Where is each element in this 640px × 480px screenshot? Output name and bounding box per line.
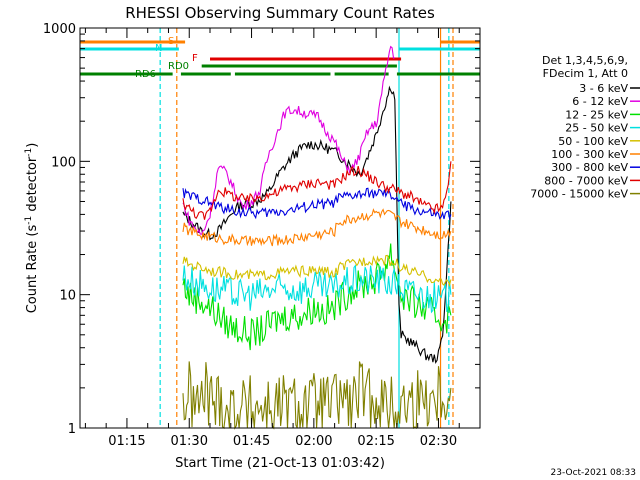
series-line-6 xyxy=(182,187,452,221)
legend-label: 300 - 800 keV xyxy=(551,161,628,174)
y-tick-label: 100 xyxy=(51,155,76,170)
x-tick-label: 02:30 xyxy=(420,434,457,449)
axes: 1 10 100 1000 01:15 01:30 01:45 02:00 02:15 02:30 xyxy=(43,22,480,449)
x-tick-label: 01:30 xyxy=(171,434,208,449)
x-tick-label: 01:45 xyxy=(233,434,270,449)
status-label-n: N xyxy=(155,43,162,54)
status-label-rd6: RD6 xyxy=(135,69,156,80)
legend-label: 25 - 50 keV xyxy=(565,122,628,135)
legend-label: 12 - 25 keV xyxy=(565,108,628,121)
legend-label: 6 - 12 keV xyxy=(572,95,628,108)
x-axis-label: Start Time (21-Oct-13 01:03:42) xyxy=(175,456,385,471)
plot-frame xyxy=(79,27,481,429)
y-tick-label: 10 xyxy=(59,289,76,304)
chart-title: RHESSI Observing Summary Count Rates xyxy=(125,4,435,22)
status-label-f: F xyxy=(192,53,198,64)
legend-label: 800 - 7000 keV xyxy=(544,174,628,187)
y-tick-label: 1000 xyxy=(43,22,76,37)
legend-label: 3 - 6 keV xyxy=(579,82,628,95)
x-tick-label: 02:15 xyxy=(357,434,394,449)
y-tick-label: 1 xyxy=(68,422,76,437)
footer-date: 23-Oct-2021 08:33 xyxy=(551,468,636,478)
series-line-5 xyxy=(182,208,452,247)
y-axis-label: Count Rate (s-1 detector-1) xyxy=(24,143,40,314)
series-line-2 xyxy=(182,243,452,351)
x-tick-label: 02:00 xyxy=(295,434,332,449)
series-line-0 xyxy=(182,85,452,365)
series-line-7 xyxy=(182,161,452,220)
x-tick-label: 01:15 xyxy=(108,434,145,449)
legend-header: FDecim 1, Att 0 xyxy=(543,67,628,80)
legend-label: 100 - 300 keV xyxy=(551,148,628,161)
series-line-3 xyxy=(182,264,452,314)
status-label-s: S xyxy=(168,36,174,47)
legend: Det 1,3,4,5,6,9,FDecim 1, Att 0 3 - 6 keV… xyxy=(530,54,640,201)
series-line-8 xyxy=(182,361,452,430)
legend-label: 50 - 100 keV xyxy=(558,135,628,148)
series-line-1 xyxy=(182,45,395,235)
legend-label: 7000 - 15000 keV xyxy=(530,188,628,201)
status-label-rd0: RD0 xyxy=(168,61,189,72)
series-line-4 xyxy=(182,254,452,288)
legend-header: Det 1,3,4,5,6,9, xyxy=(542,54,628,67)
